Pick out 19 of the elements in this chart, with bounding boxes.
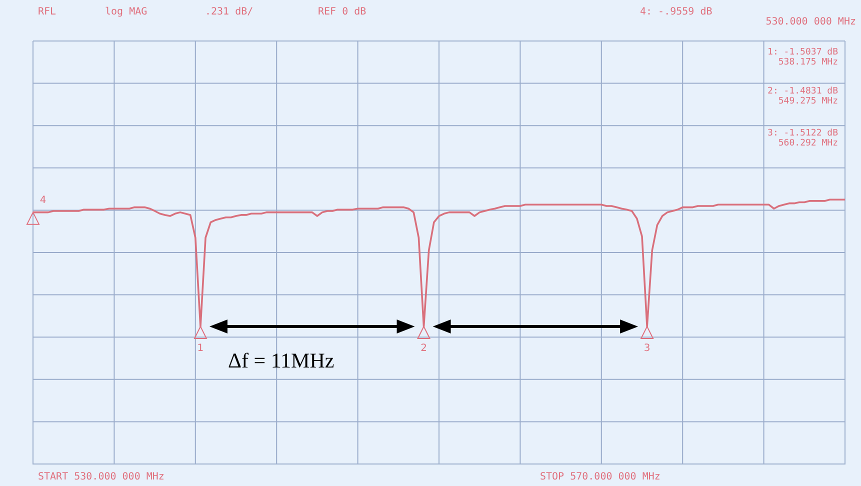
annotation: 3: [644, 343, 650, 354]
text: 3: -1.5122 dB: [768, 128, 838, 138]
text: 538.175 MHz: [778, 57, 838, 68]
text: 530.000 000 MHz: [766, 16, 856, 28]
text: .231 dB/: [205, 6, 254, 18]
text: 549.275 MHz: [778, 96, 838, 106]
annotation: Δf = 11MHz: [228, 348, 334, 373]
annotation: 2: [420, 343, 427, 354]
text: STOP 570.000 000 MHz: [540, 472, 660, 483]
text: REF 0 dB: [318, 6, 366, 18]
text: RFL: [38, 6, 56, 18]
text: 4: -.9559 dB: [640, 6, 712, 18]
text: 560.292 MHz: [778, 138, 838, 148]
text: 1: -1.5037 dB: [768, 47, 838, 58]
text: log MAG: [105, 6, 148, 18]
text: 2: -1.4831 dB: [768, 86, 838, 96]
annotation: 1: [197, 343, 204, 354]
text: START 530.000 000 MHz: [38, 472, 164, 483]
annotation: 4: [40, 194, 46, 206]
